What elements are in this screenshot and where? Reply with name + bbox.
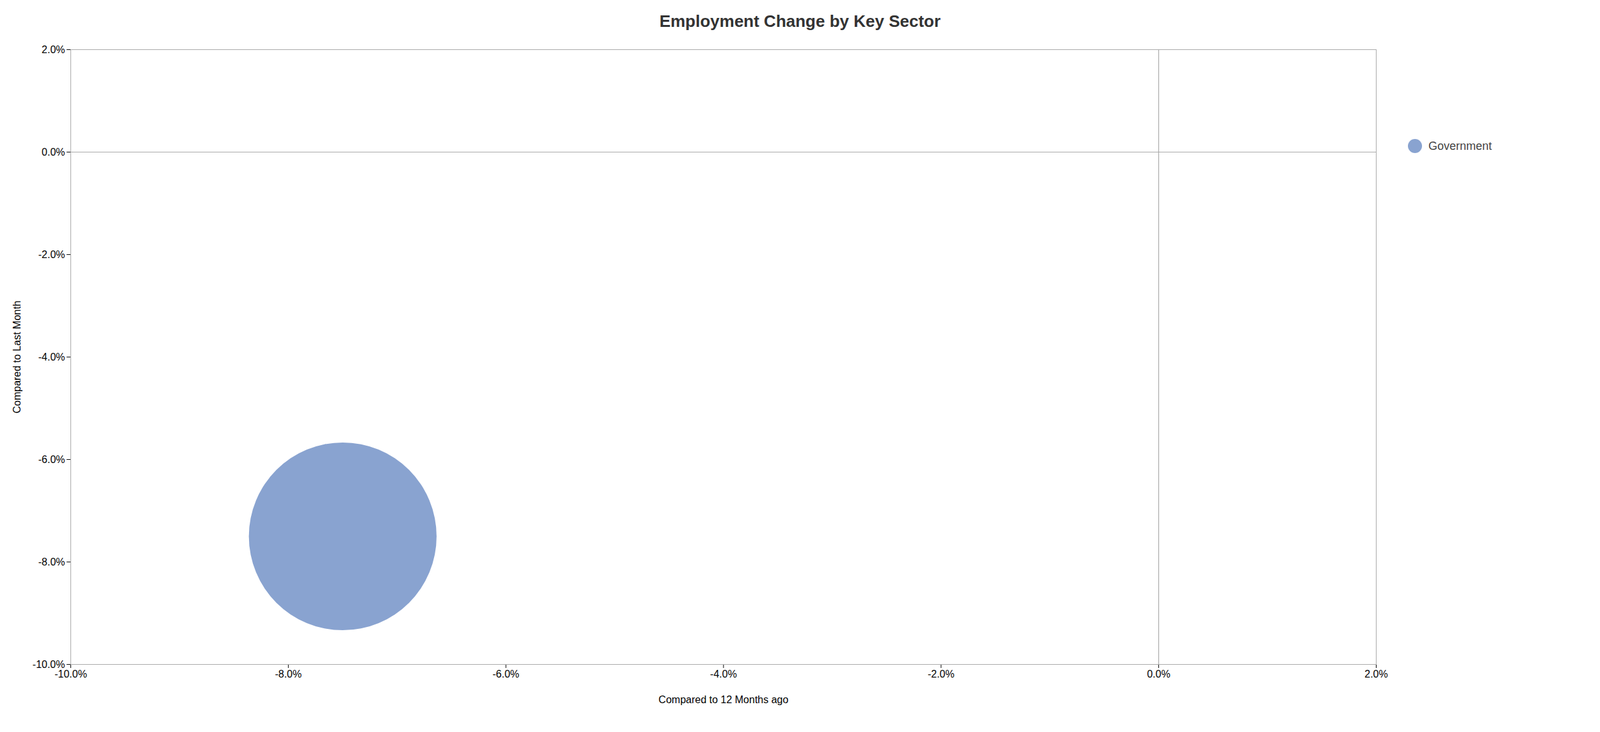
svg-text:-4.0%: -4.0% — [38, 351, 66, 363]
svg-text:-10.0%: -10.0% — [32, 658, 65, 670]
svg-text:-2.0%: -2.0% — [927, 668, 955, 680]
svg-text:-8.0%: -8.0% — [38, 556, 66, 568]
svg-text:-6.0%: -6.0% — [492, 668, 520, 680]
svg-text:0.0%: 0.0% — [41, 146, 65, 158]
svg-text:Compared to Last Month: Compared to Last Month — [11, 300, 23, 413]
svg-text:-2.0%: -2.0% — [38, 249, 66, 260]
svg-text:-4.0%: -4.0% — [710, 668, 737, 680]
html-text:Employment Change by Key Secto: Employment Change by Key Sector — [659, 11, 941, 31]
svg-text:0.0%: 0.0% — [1146, 668, 1170, 680]
svg-text:Compared to 12 Months ago: Compared to 12 Months ago — [658, 694, 789, 705]
svg-text:2.0%: 2.0% — [1364, 668, 1388, 680]
svg-text:-10.0%: -10.0% — [54, 668, 88, 680]
svg-text:-8.0%: -8.0% — [274, 668, 302, 680]
svg-text:2.0%: 2.0% — [41, 44, 65, 56]
svg-text:-6.0%: -6.0% — [38, 453, 66, 465]
html-text:Government: Government — [1428, 139, 1492, 153]
